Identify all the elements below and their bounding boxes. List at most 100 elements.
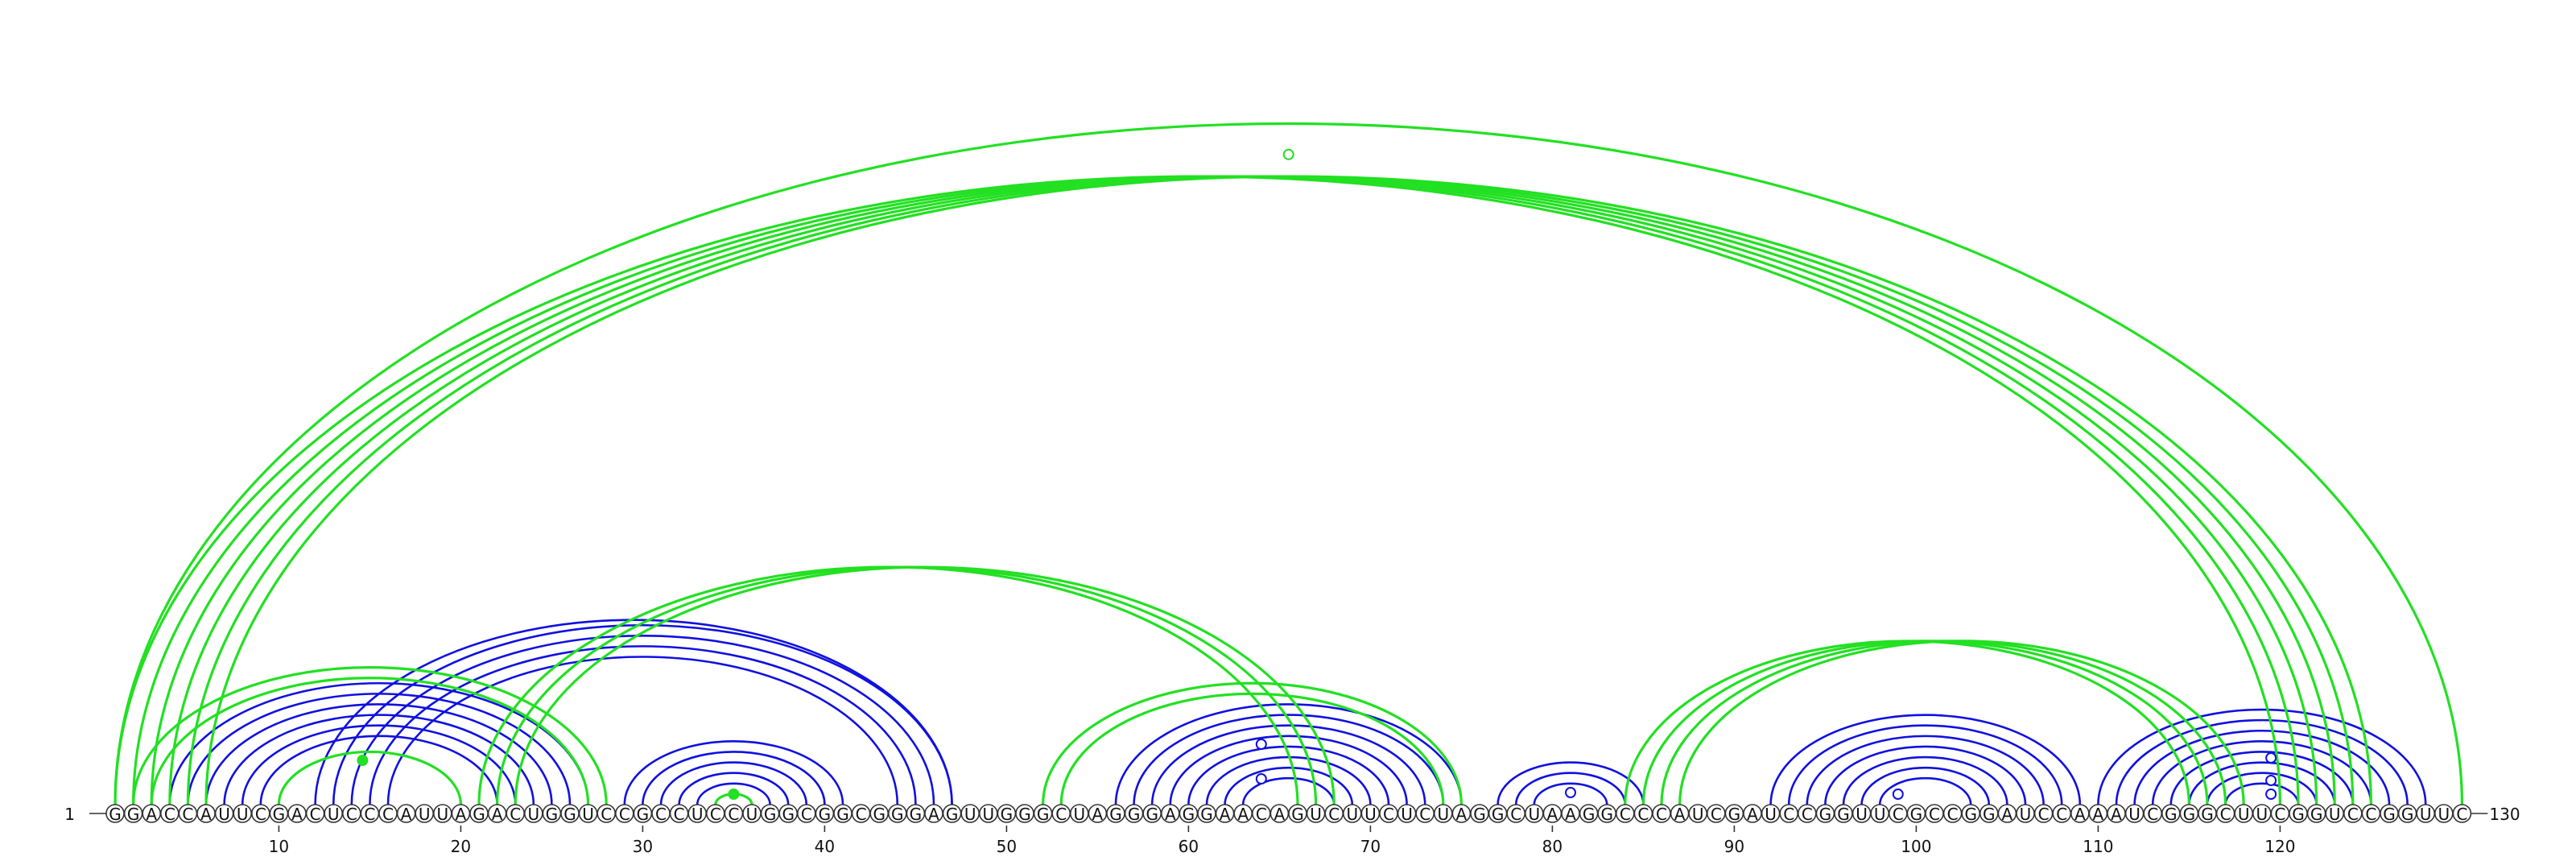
nucleotide-letter-86: C <box>1656 805 1667 824</box>
tick-label-60: 60 <box>1179 837 1199 856</box>
nucleotide-111: A <box>2107 804 2126 824</box>
nucleotide-99: C <box>1889 804 1908 824</box>
nucleotide-68: C <box>1324 804 1344 824</box>
nucleotide-108: C <box>2052 804 2071 824</box>
nucleotide-letter-59: A <box>1165 805 1176 824</box>
blue-arc-56-75 <box>1114 703 1463 805</box>
nucleotide-letter-107: C <box>2038 805 2050 824</box>
nucleotide-letter-109: A <box>2074 805 2086 824</box>
nucleotide-79: U <box>1525 804 1544 824</box>
nucleotide-letter-1: G <box>109 805 122 824</box>
nucleotide-letter-16: C <box>382 805 394 824</box>
nucleotide-letter-37: G <box>764 805 777 824</box>
nucleotide-letter-43: G <box>873 805 886 824</box>
blue-arc-59-72 <box>1169 735 1408 805</box>
nucleotide-37: G <box>760 804 780 824</box>
nucleotide-letter-113: C <box>2147 805 2158 824</box>
green-arc-6-125 <box>204 175 2372 805</box>
nucleotide-128: U <box>2416 804 2435 824</box>
nucleotide-letter-75: A <box>1456 805 1468 824</box>
nucleotide-27: U <box>578 804 598 824</box>
nucleotide-letter-55: A <box>1092 805 1104 824</box>
nucleotide-letter-73: C <box>1419 805 1430 824</box>
nucleotide-letter-29: C <box>619 805 630 824</box>
nucleotide-letter-89: C <box>1711 805 1722 824</box>
nucleotide-letter-71: C <box>1383 805 1394 824</box>
nucleotide-letter-7: U <box>218 805 230 824</box>
nucleotide-letter-32: C <box>674 805 685 824</box>
tick-label-100: 100 <box>1901 837 1931 856</box>
nucleotide-letter-117: C <box>2220 805 2231 824</box>
nucleotide-116: G <box>2198 804 2217 824</box>
green-arc-4-123 <box>168 175 2336 805</box>
nucleotide-105: A <box>1997 804 2017 824</box>
nucleotide-letter-84: C <box>1620 805 1631 824</box>
start-label: 1 <box>64 805 75 824</box>
blue-marker-4 <box>1255 773 1267 784</box>
blue-arc-16-44 <box>386 656 899 805</box>
tick-label-50: 50 <box>997 837 1017 856</box>
nucleotide-40: G <box>815 804 835 824</box>
nucleotide-letter-104: G <box>1983 805 1996 824</box>
nucleotide-letter-11: A <box>291 805 303 824</box>
nucleotide-letter-81: A <box>1565 805 1576 824</box>
nucleotide-letter-95: G <box>1819 805 1832 824</box>
nucleotide-letter-122: G <box>2310 805 2323 824</box>
nucleotide-122: G <box>2306 804 2326 824</box>
blue-arc-79-83 <box>1533 782 1608 805</box>
blue-arc-78-84 <box>1514 772 1627 805</box>
nucleotide-89: C <box>1707 804 1726 824</box>
nucleotide-91: A <box>1743 804 1762 824</box>
nucleotide-53: C <box>1051 804 1071 824</box>
nucleotide-43: G <box>869 804 889 824</box>
nucleotide-58: G <box>1142 804 1162 824</box>
nucleotide-letter-22: A <box>492 805 503 824</box>
nucleotide-38: G <box>778 804 799 824</box>
tick-label-30: 30 <box>633 837 653 856</box>
blue-arc-92-109 <box>1769 714 2082 805</box>
nucleotide-7: U <box>214 804 234 824</box>
nucleotide-1: G <box>105 804 125 824</box>
blue-arc-12-47 <box>314 619 953 805</box>
nucleotide-letter-15: C <box>364 805 375 824</box>
nucleotide-32: C <box>669 804 689 824</box>
nucleotide-93: C <box>1779 804 1798 824</box>
nucleotide-44: G <box>888 804 907 824</box>
nucleotide-letter-36: U <box>746 805 758 824</box>
tick-label-20: 20 <box>451 837 471 856</box>
nucleotide-65: A <box>1269 804 1290 824</box>
green-arc-52-75 <box>1042 681 1463 805</box>
nucleotide-92: U <box>1761 804 1781 824</box>
blue-arc-30-40 <box>642 751 826 805</box>
nucleotide-15: C <box>360 804 380 824</box>
nucleotide-118: U <box>2234 804 2253 824</box>
nucleotide-97: U <box>1852 804 1872 824</box>
blue-marker-9 <box>2265 789 2277 800</box>
nucleotide-71: C <box>1379 804 1398 824</box>
nucleotide-13: U <box>324 804 344 824</box>
blue-arc-96-105 <box>1842 755 2008 805</box>
nucleotide-letter-24: U <box>527 805 539 824</box>
nucleotide-22: A <box>487 804 507 824</box>
nucleotide-letter-38: G <box>782 805 795 824</box>
nucleotide-21: G <box>469 804 489 824</box>
nucleotide-letter-47: G <box>946 805 959 824</box>
blue-arc-93-108 <box>1787 724 2063 805</box>
blue-arc-115-123 <box>2188 761 2336 805</box>
nucleotide-letter-46: A <box>928 805 939 824</box>
green-arc-2-28 <box>132 666 608 805</box>
nucleotide-letter-65: A <box>1274 805 1286 824</box>
nucleotide-67: U <box>1306 804 1326 824</box>
nucleotide-letter-42: C <box>856 805 867 824</box>
nucleotide-120: C <box>2270 804 2290 824</box>
nucleotide-8: U <box>233 804 253 824</box>
nucleotide-127: G <box>2397 804 2417 824</box>
tick-label-70: 70 <box>1360 837 1381 856</box>
nucleotide-9: C <box>250 804 270 824</box>
nucleotide-letter-119: U <box>2256 805 2268 824</box>
nucleotide-letter-68: C <box>1328 805 1340 824</box>
green-marker-1 <box>728 789 740 800</box>
nucleotide-57: G <box>1124 804 1144 824</box>
nucleotide-109: A <box>2070 804 2090 824</box>
